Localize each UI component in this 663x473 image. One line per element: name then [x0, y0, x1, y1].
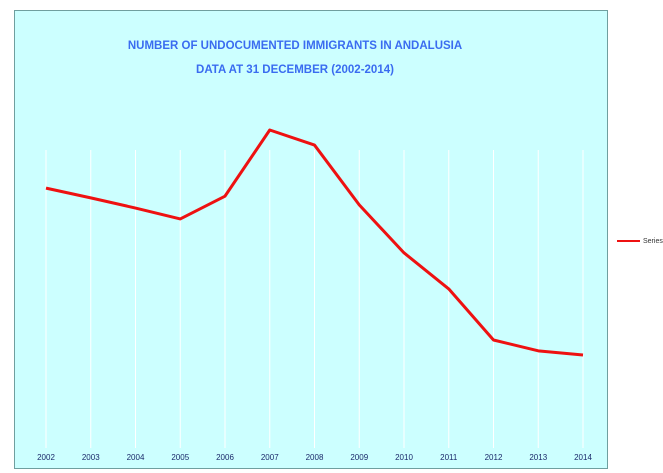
- data-line: [45, 128, 584, 357]
- plot-background: [14, 10, 608, 469]
- x-tick-label: 2003: [82, 453, 100, 462]
- x-tick-label: 2002: [37, 453, 55, 462]
- x-tick-label: 2010: [395, 453, 413, 462]
- x-tick-label: 2007: [261, 453, 279, 462]
- x-tick-label: 2012: [485, 453, 503, 462]
- x-tick-label: 2008: [306, 453, 324, 462]
- x-tick-label: 2009: [350, 453, 368, 462]
- x-tick-label: 2011: [440, 453, 458, 462]
- x-tick-label: 2005: [171, 453, 189, 462]
- x-tick-label: 2013: [529, 453, 547, 462]
- grid: [45, 150, 584, 448]
- x-tick-label: 2006: [216, 453, 234, 462]
- legend-label: Series1: [643, 238, 663, 245]
- x-tick-label: 2014: [574, 453, 592, 462]
- chart-title: NUMBER OF UNDOCUMENTED IMMIGRANTS IN AND…: [128, 40, 462, 52]
- chart-subtitle: DATA AT 31 DECEMBER (2002-2014): [196, 64, 394, 76]
- x-tick-label: 2004: [127, 453, 145, 462]
